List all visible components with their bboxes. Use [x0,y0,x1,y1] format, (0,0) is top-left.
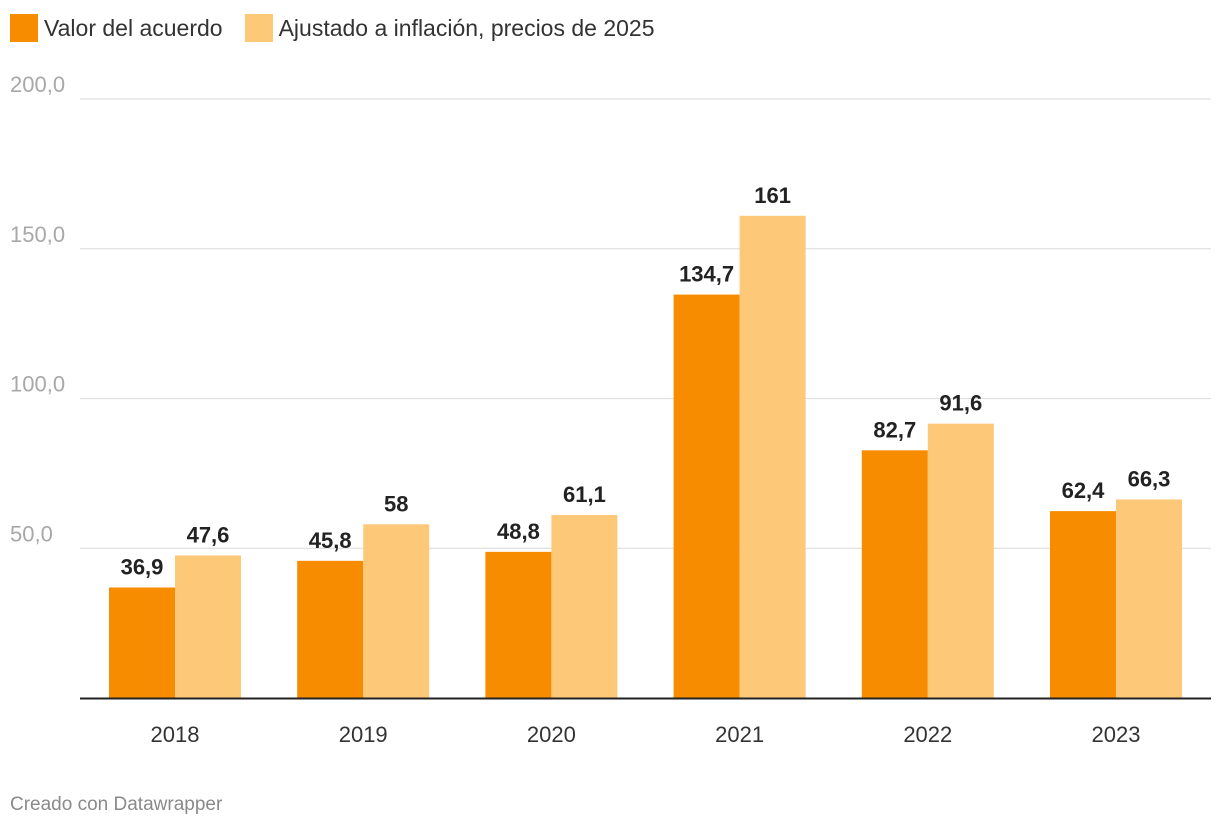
legend-label-valor: Valor del acuerdo [44,14,223,41]
y-tick-label: 100,0 [10,372,65,397]
bar-value-label: 62,4 [1062,478,1106,503]
bar-value-label: 134,7 [679,262,734,287]
bar [109,587,175,698]
bar-value-label: 47,6 [187,522,230,547]
bar [1116,499,1182,698]
x-tick-label: 2023 [1092,722,1141,747]
y-tick-label: 50,0 [10,521,53,546]
x-tick-label: 2020 [527,722,576,747]
legend-swatch-ajustado [244,14,273,42]
legend-item-ajustado: Ajustado a inflación, precios de 2025 [244,14,655,42]
bar-value-label: 61,1 [563,482,606,507]
bar-value-label: 91,6 [939,391,982,416]
y-tick-label: 200,0 [10,72,65,97]
bar [1050,511,1116,698]
x-tick-label: 2022 [903,722,952,747]
bar-value-label: 48,8 [497,519,540,544]
bar-value-label: 36,9 [121,554,164,579]
x-tick-label: 2019 [339,722,388,747]
bar-value-label: 82,7 [873,417,916,442]
bar [363,524,430,698]
bar-value-label: 161 [754,183,791,208]
bar [861,450,928,698]
x-tick-label: 2021 [715,722,764,747]
bar [175,555,241,698]
legend-swatch-valor [10,14,38,42]
bar [485,551,552,698]
bar [673,294,740,698]
chart-legend: Valor del acuerdo Ajustado a inflación, … [10,13,655,43]
y-tick-label: 150,0 [10,222,65,247]
legend-label-ajustado: Ajustado a inflación, precios de 2025 [278,14,655,41]
bar-value-label: 45,8 [309,528,352,553]
bar [297,560,364,698]
bar [927,423,994,698]
legend-item-valor: Valor del acuerdo [10,14,223,42]
x-tick-label: 2018 [151,722,200,747]
bar [739,215,806,698]
bar [551,515,618,698]
bar-value-label: 58 [384,491,408,516]
footer-credit: Creado con Datawrapper [10,794,223,815]
bar-value-label: 66,3 [1128,466,1171,491]
